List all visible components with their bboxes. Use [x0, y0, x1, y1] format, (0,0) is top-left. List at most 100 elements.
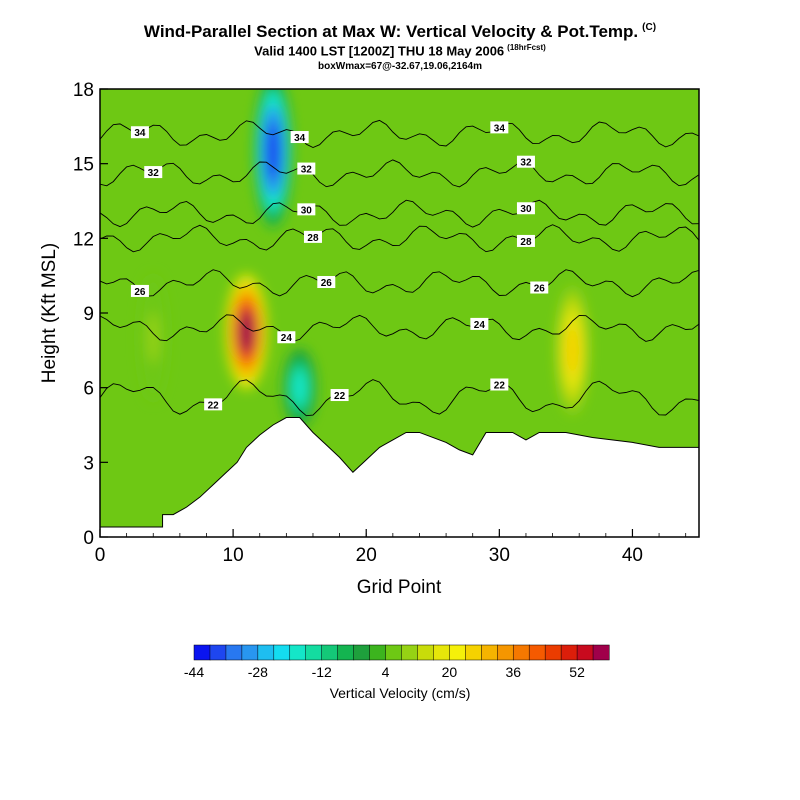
axes: 0 10 20 30 40 0 3 6 9 12 15 18 — [73, 80, 687, 566]
colorbar-swatch — [449, 644, 466, 661]
colorbar-swatch — [289, 644, 307, 661]
colorbar-tick-label: 52 — [569, 664, 585, 680]
theta-contour-30: 30 30 — [100, 199, 699, 228]
theta-contour-26: 26 26 26 — [100, 269, 699, 298]
theta-label: 24 — [281, 333, 293, 344]
colorbar-swatch — [305, 644, 323, 661]
y-tick-label: 15 — [73, 155, 94, 176]
velocity-cell-3-level-3 — [565, 324, 580, 376]
colorbar-swatch — [465, 644, 482, 661]
theta-contour-24: 24 24 — [100, 314, 699, 344]
forecast-note: (18hrFcst) — [507, 43, 546, 52]
x-tick-label: 20 — [356, 545, 377, 566]
colorbar-swatch — [592, 644, 610, 661]
theta-label-bg — [317, 276, 336, 289]
x-tick-label: 0 — [95, 545, 106, 566]
colorbar-swatch — [497, 644, 514, 661]
colorbar-swatch — [241, 644, 259, 661]
theta-label-bg — [297, 203, 316, 216]
colorbar-tick-label: -28 — [248, 664, 268, 680]
theta-label: 22 — [494, 380, 506, 391]
theta-label: 22 — [208, 400, 220, 411]
colorbar: -44 -28 -12 4 20 36 52 — [184, 644, 610, 680]
theta-label: 30 — [520, 204, 532, 215]
velocity-cell-4-level-3 — [147, 312, 160, 364]
x-tick-label: 30 — [489, 545, 510, 566]
y-tick-label: 0 — [83, 528, 94, 549]
theta-contour-34: 34 34 34 — [100, 119, 699, 148]
theta-line-34 — [100, 119, 699, 148]
theta-label-bg — [144, 166, 163, 179]
theta-label-bg — [277, 331, 296, 344]
colorbar-swatch — [337, 644, 355, 661]
y-tick-label: 12 — [73, 229, 94, 250]
theta-line-24 — [100, 314, 699, 342]
terrain — [100, 417, 699, 537]
theta-line-26 — [100, 269, 699, 298]
y-tick-label: 6 — [83, 379, 94, 400]
theta-label-bg — [130, 126, 149, 139]
theta-contour-32: 32 32 32 — [100, 155, 699, 188]
colorbar-tick-label: -12 — [312, 664, 332, 680]
theta-label-bg — [516, 155, 535, 168]
colorbar-swatch — [433, 644, 450, 661]
colorbar-swatch — [257, 644, 275, 661]
theta-label-bg — [290, 131, 309, 144]
theta-label: 22 — [334, 391, 346, 402]
theta-label-bg — [490, 121, 509, 134]
velocity-cell-2-level-3 — [293, 372, 307, 404]
theta-label-bg — [204, 398, 223, 411]
colorbar-swatch — [560, 644, 578, 661]
theta-label: 34 — [134, 128, 146, 139]
box-info: boxWmax=67@-32.67,19.06,2164m — [317, 61, 483, 72]
velocity-cell-0-level-3 — [238, 308, 255, 355]
x-tick-label: 40 — [622, 545, 643, 566]
colorbar-tick-label: 4 — [382, 664, 390, 680]
chart-subtitle: Valid 1400 LST [1200Z] THU 18 May 2006 (1… — [254, 43, 546, 59]
theta-label: 34 — [494, 123, 506, 134]
y-tick-label: 9 — [83, 304, 94, 325]
colorbar-swatch — [225, 644, 243, 661]
velocity-cell-1-level-3 — [265, 120, 281, 182]
theta-label: 28 — [520, 237, 532, 248]
colorbar-swatch — [353, 644, 371, 661]
x-axis-label: Grid Point — [357, 577, 442, 598]
y-tick-label: 18 — [73, 80, 94, 101]
theta-line-28 — [100, 224, 699, 253]
colorbar-swatch — [417, 644, 434, 661]
y-tick-label: 3 — [83, 453, 94, 474]
colorbar-tick-label: 36 — [505, 664, 521, 680]
theta-line-30 — [100, 199, 699, 228]
terrain-mask — [100, 417, 699, 537]
x-tick-label: 10 — [223, 545, 244, 566]
theta-label-bg — [470, 317, 489, 330]
colorbar-swatch — [576, 644, 594, 661]
theta-label: 32 — [520, 158, 532, 169]
theta-label-bg — [330, 389, 349, 402]
theta-label: 28 — [307, 233, 319, 244]
theta-label-bg — [530, 281, 549, 294]
colorbar-tick-label: -44 — [184, 664, 204, 680]
colorbar-swatch — [385, 644, 403, 661]
colorbar-swatch — [481, 644, 498, 661]
colorbar-swatch — [193, 644, 211, 661]
theta-label: 32 — [301, 165, 313, 176]
colorbar-tick-label: 20 — [442, 664, 458, 680]
chart-title: Wind-Parallel Section at Max W: Vertical… — [143, 22, 657, 41]
colorbar-swatch — [512, 644, 530, 661]
colorbar-swatch — [369, 644, 387, 661]
theta-label-bg — [303, 230, 322, 243]
colorbar-swatch — [401, 644, 419, 661]
colorbar-swatch — [321, 644, 339, 661]
theta-label-bg — [297, 162, 316, 175]
theta-label-bg — [516, 234, 535, 247]
y-axis-label: Height (Kft MSL) — [39, 243, 60, 383]
theta-contour-28: 28 28 — [100, 224, 699, 253]
theta-label-bg — [516, 202, 535, 215]
theta-contours: 22 22 22 24 24 26 26 26 28 28 30 30 32 32 32 34 34 34 — [100, 119, 699, 417]
theta-label: 24 — [474, 320, 486, 331]
theta-label: 26 — [134, 287, 146, 298]
colorbar-label: Vertical Velocity (cm/s) — [330, 685, 471, 701]
colorbar-swatch — [209, 644, 227, 661]
